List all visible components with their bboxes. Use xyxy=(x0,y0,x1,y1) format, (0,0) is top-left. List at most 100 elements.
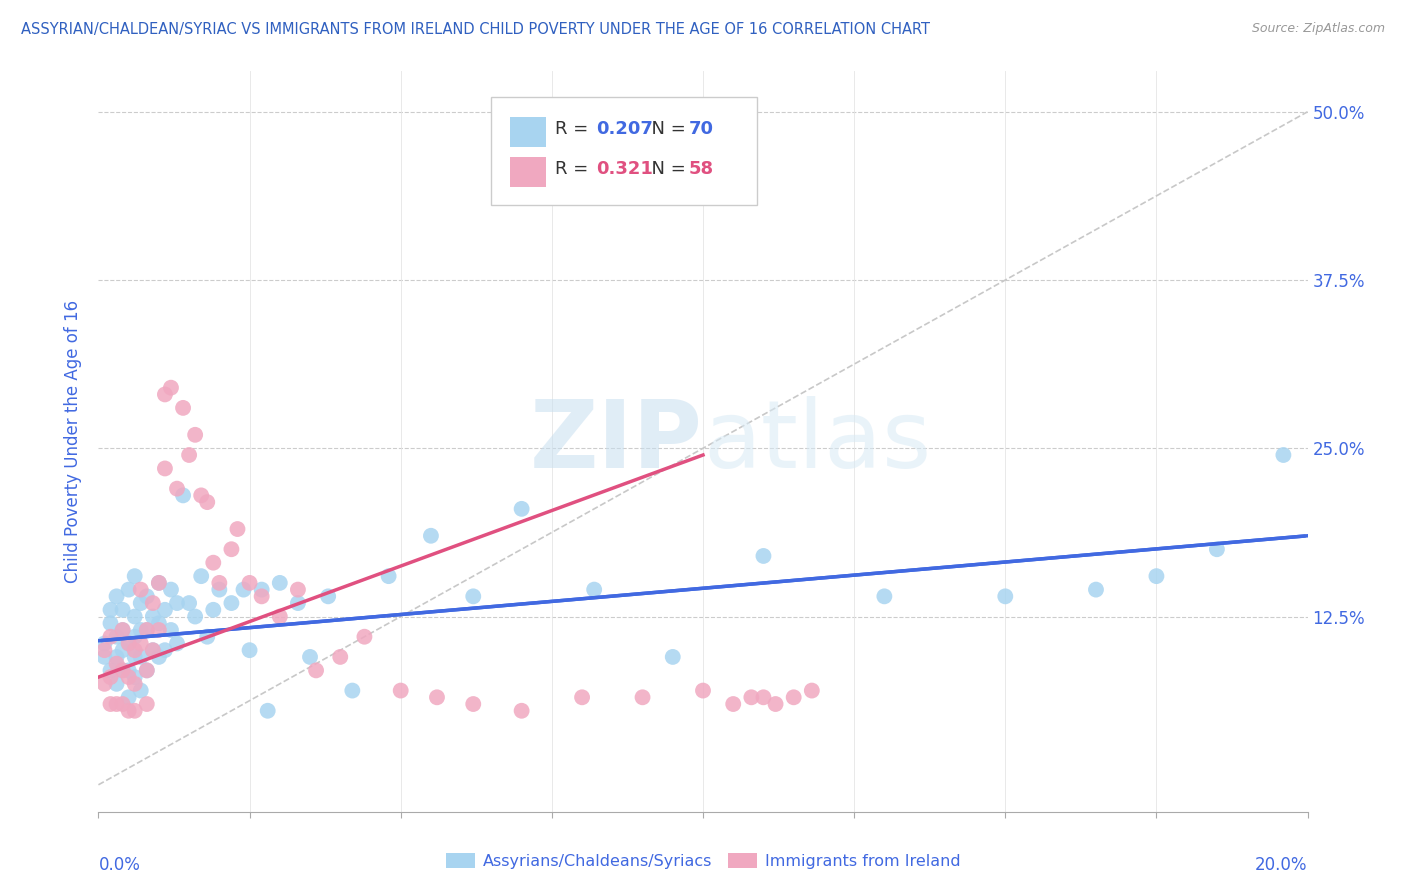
Point xyxy=(179,596,201,610)
Point xyxy=(111,603,134,617)
Point xyxy=(510,704,533,718)
Point xyxy=(1206,542,1229,557)
Point xyxy=(142,596,165,610)
Point xyxy=(93,636,115,650)
Point xyxy=(153,461,176,475)
Text: Source: ZipAtlas.com: Source: ZipAtlas.com xyxy=(1251,22,1385,36)
Point xyxy=(160,623,183,637)
Point xyxy=(800,683,823,698)
Point xyxy=(269,609,291,624)
Point xyxy=(160,381,183,395)
Point xyxy=(124,630,146,644)
Text: R =: R = xyxy=(555,120,595,138)
Text: N =: N = xyxy=(640,160,692,178)
Point xyxy=(118,582,141,597)
Point xyxy=(142,609,165,624)
Point xyxy=(226,522,249,536)
Point xyxy=(93,677,115,691)
Point xyxy=(329,649,352,664)
Text: 0.207: 0.207 xyxy=(596,120,654,138)
Point xyxy=(342,683,364,698)
Point xyxy=(269,575,291,590)
Point xyxy=(118,690,141,705)
Point xyxy=(994,590,1017,604)
Text: N =: N = xyxy=(640,120,692,138)
Point xyxy=(124,569,146,583)
Point xyxy=(129,683,152,698)
Text: 0.321: 0.321 xyxy=(596,160,654,178)
Point xyxy=(135,664,157,678)
Point xyxy=(232,582,254,597)
Point xyxy=(105,677,128,691)
Point xyxy=(179,448,201,462)
Point xyxy=(135,697,157,711)
Point xyxy=(118,670,141,684)
Point xyxy=(129,623,152,637)
Point xyxy=(287,596,309,610)
Point xyxy=(740,690,762,705)
Point xyxy=(135,664,157,678)
Point xyxy=(783,690,806,705)
Point xyxy=(100,670,122,684)
Point xyxy=(221,542,243,557)
Point xyxy=(129,649,152,664)
Point xyxy=(118,704,141,718)
Point xyxy=(148,623,170,637)
Point xyxy=(661,649,683,664)
Text: 58: 58 xyxy=(689,160,714,178)
Point xyxy=(153,387,176,401)
Point xyxy=(105,649,128,664)
Point xyxy=(316,590,339,604)
Point xyxy=(208,582,231,597)
Point xyxy=(111,623,134,637)
Point xyxy=(111,697,134,711)
Point xyxy=(190,569,212,583)
Point xyxy=(153,603,176,617)
Point xyxy=(111,664,134,678)
Point xyxy=(93,649,115,664)
Point xyxy=(100,697,122,711)
Point xyxy=(124,643,146,657)
Point xyxy=(153,643,176,657)
Point xyxy=(160,582,183,597)
Point xyxy=(571,690,593,705)
Point xyxy=(389,683,412,698)
Point xyxy=(124,704,146,718)
Point xyxy=(105,630,128,644)
Point xyxy=(142,643,165,657)
Point xyxy=(1272,448,1295,462)
Text: 70: 70 xyxy=(689,120,713,138)
FancyBboxPatch shape xyxy=(492,97,758,204)
Text: 20.0%: 20.0% xyxy=(1256,856,1308,874)
Text: 0.0%: 0.0% xyxy=(98,856,141,874)
Point xyxy=(135,623,157,637)
Point xyxy=(142,643,165,657)
Point xyxy=(129,582,152,597)
Point xyxy=(129,596,152,610)
Text: ZIP: ZIP xyxy=(530,395,703,488)
Point xyxy=(129,636,152,650)
Point xyxy=(752,549,775,563)
Point xyxy=(202,603,225,617)
Point xyxy=(1144,569,1167,583)
Point xyxy=(250,590,273,604)
Point xyxy=(583,582,606,597)
Point xyxy=(135,623,157,637)
Point xyxy=(190,488,212,502)
Point xyxy=(111,643,134,657)
Point xyxy=(100,603,122,617)
Point xyxy=(118,664,141,678)
Point xyxy=(239,575,262,590)
Point xyxy=(124,670,146,684)
Point xyxy=(148,616,170,631)
Point xyxy=(195,495,218,509)
Point xyxy=(100,616,122,631)
Point xyxy=(172,401,194,415)
Point xyxy=(631,690,654,705)
Point xyxy=(105,657,128,671)
Point xyxy=(105,590,128,604)
Point xyxy=(239,643,262,657)
Point xyxy=(765,697,787,711)
Point xyxy=(250,582,273,597)
Point xyxy=(166,482,188,496)
